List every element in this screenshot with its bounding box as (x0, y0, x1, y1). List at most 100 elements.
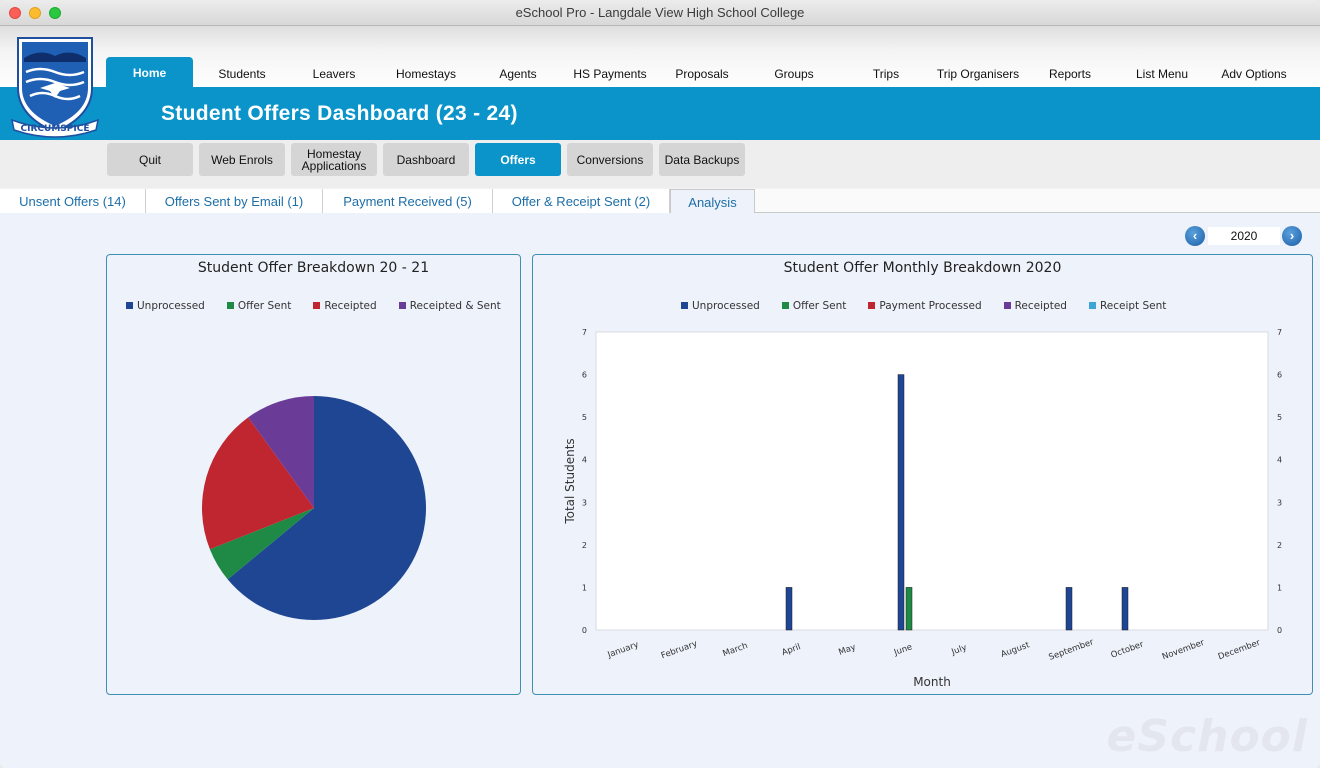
pie-slice-receipted-sent (248, 396, 314, 508)
bar-legend: Unprocessed Offer Sent Payment Processed Re… (681, 300, 1188, 312)
web-enrols-button[interactable]: Web Enrols (199, 143, 285, 176)
legend-item: Receipted (1003, 300, 1067, 312)
legend-swatch (781, 302, 789, 309)
tab-payment-received[interactable]: Payment Received (5) (323, 189, 493, 213)
y-axis-label: Total Students (563, 438, 577, 524)
page-title: Student Offers Dashboard (23 - 24) (161, 102, 518, 125)
menu-item-reports[interactable]: Reports (1048, 67, 1092, 81)
y-tick-label-right: 0 (1277, 626, 1282, 635)
y-tick-label: 1 (582, 583, 587, 592)
x-axis-label: Month (913, 675, 951, 689)
close-window-button[interactable] (9, 7, 21, 19)
legend-label: Receipted (324, 300, 377, 312)
x-tick-label: November (1161, 638, 1206, 663)
legend-item: Receipt Sent (1088, 300, 1166, 312)
legend-swatch (1088, 302, 1096, 309)
legend-label: Receipted & Sent (409, 300, 501, 312)
pie-slice-unprocessed (227, 396, 427, 620)
minimize-window-button[interactable] (29, 7, 41, 19)
y-tick-label: 4 (582, 456, 587, 465)
data-backups-button[interactable]: Data Backups (659, 143, 745, 176)
y-tick-label-right: 5 (1277, 413, 1282, 422)
legend-swatch (126, 302, 133, 309)
menu-item-trip-organisers[interactable]: Trip Organisers (936, 67, 1020, 81)
y-tick-label: 7 (582, 328, 587, 337)
legend-item: Unprocessed (126, 300, 205, 312)
x-tick-label: June (892, 642, 914, 658)
menu-item-list-menu[interactable]: List Menu (1135, 67, 1189, 81)
bar-unprocessed-october (1121, 587, 1129, 631)
x-tick-label: February (660, 639, 699, 661)
bar-unprocessed-april (785, 587, 793, 631)
pie-chart-panel: Student Offer Breakdown 20 - 21 Unproces… (106, 254, 521, 695)
window-title: eSchool Pro - Langdale View High School … (515, 5, 805, 20)
menu-item-home[interactable]: Home (106, 57, 193, 88)
legend-label: Payment Processed (879, 300, 982, 312)
y-tick-label-right: 3 (1277, 498, 1282, 507)
y-tick-label: 3 (582, 498, 587, 507)
tab-unsent-offers[interactable]: Unsent Offers (14) (0, 189, 146, 213)
bar-chart: 0 0 1 1 2 2 3 3 4 4 5 5 6 6 7 7 January February March Apri… (563, 328, 1282, 689)
quit-button[interactable]: Quit (107, 143, 193, 176)
y-tick-label-right: 1 (1277, 583, 1282, 592)
menu-item-proposals[interactable]: Proposals (675, 67, 729, 81)
legend-swatch (226, 302, 234, 309)
legend-item: Receipted (313, 300, 377, 312)
menu-item-students[interactable]: Students (218, 67, 266, 81)
bar-unprocessed-june (897, 374, 905, 631)
y-tick-label-right: 7 (1277, 328, 1282, 337)
y-tick-label: 6 (582, 371, 587, 380)
pie-chart (202, 396, 427, 620)
x-tick-label: December (1217, 638, 1262, 663)
legend-item: Offer Sent (781, 300, 846, 312)
menu-item-adv-options[interactable]: Adv Options (1221, 67, 1287, 81)
pie-legend: Unprocessed Offer Sent Receipted Receipted … (126, 300, 523, 312)
bar-chart-title: Student Offer Monthly Breakdown 2020 (783, 260, 1062, 276)
school-crest-logo: CIRCUMSPICE (11, 37, 99, 138)
crest-motto: CIRCUMSPICE (21, 124, 90, 134)
menu-item-trips[interactable]: Trips (872, 67, 900, 81)
tab-analysis[interactable]: Analysis (670, 189, 755, 214)
x-tick-label: March (721, 641, 749, 659)
chevron-left-icon[interactable]: ‹ (1185, 226, 1205, 246)
offers-button[interactable]: Offers (475, 143, 561, 176)
legend-label: Unprocessed (137, 300, 205, 312)
menu-item-homestays[interactable]: Homestays (395, 67, 457, 81)
eschool-watermark: eSchool (1106, 711, 1308, 762)
legend-item: Offer Sent (226, 300, 291, 312)
bar-offer-sent-june (905, 587, 913, 631)
legend-swatch (398, 302, 406, 309)
bar-chart-panel: Student Offer Monthly Breakdown 2020 Unp… (532, 254, 1313, 695)
y-tick-label-right: 6 (1277, 371, 1282, 380)
menu-item-hs-payments[interactable]: HS Payments (573, 67, 647, 81)
y-tick-label: 2 (582, 541, 587, 550)
legend-item: Unprocessed (681, 300, 760, 312)
dashboard-button[interactable]: Dashboard (383, 143, 469, 176)
tab-offers-sent-by-email[interactable]: Offers Sent by Email (1) (146, 189, 323, 213)
pie-slice-offer-sent (209, 508, 314, 580)
tab-offer-receipt-sent[interactable]: Offer & Receipt Sent (2) (493, 189, 670, 213)
menu-item-leavers[interactable]: Leavers (312, 67, 356, 81)
chevron-right-icon[interactable]: › (1282, 226, 1302, 246)
legend-swatch (1003, 302, 1011, 309)
title-bar: eSchool Pro - Langdale View High School … (0, 0, 1320, 26)
x-tick-label: October (1110, 639, 1146, 660)
x-tick-label: May (837, 642, 857, 657)
menu-item-agents[interactable]: Agents (499, 67, 537, 81)
zoom-window-button[interactable] (49, 7, 61, 19)
year-field[interactable]: 2020 (1208, 227, 1280, 245)
plot-area (595, 331, 1269, 631)
title-band (0, 87, 1320, 140)
y-tick-label-right: 2 (1277, 541, 1282, 550)
menu-item-groups[interactable]: Groups (774, 67, 814, 81)
x-tick-label: January (606, 640, 641, 661)
x-tick-label: September (1048, 637, 1096, 663)
conversions-button[interactable]: Conversions (567, 143, 653, 176)
legend-label: Receipted (1014, 300, 1067, 312)
legend-item: Payment Processed (868, 300, 982, 312)
homestay-applications-button[interactable]: Homestay Applications (291, 143, 377, 176)
offer-tabs: Unsent Offers (14) Offers Sent by Email … (0, 189, 1320, 214)
legend-item: Receipted & Sent (398, 300, 501, 312)
x-tick-label: April (780, 642, 802, 658)
legend-swatch (313, 302, 321, 309)
